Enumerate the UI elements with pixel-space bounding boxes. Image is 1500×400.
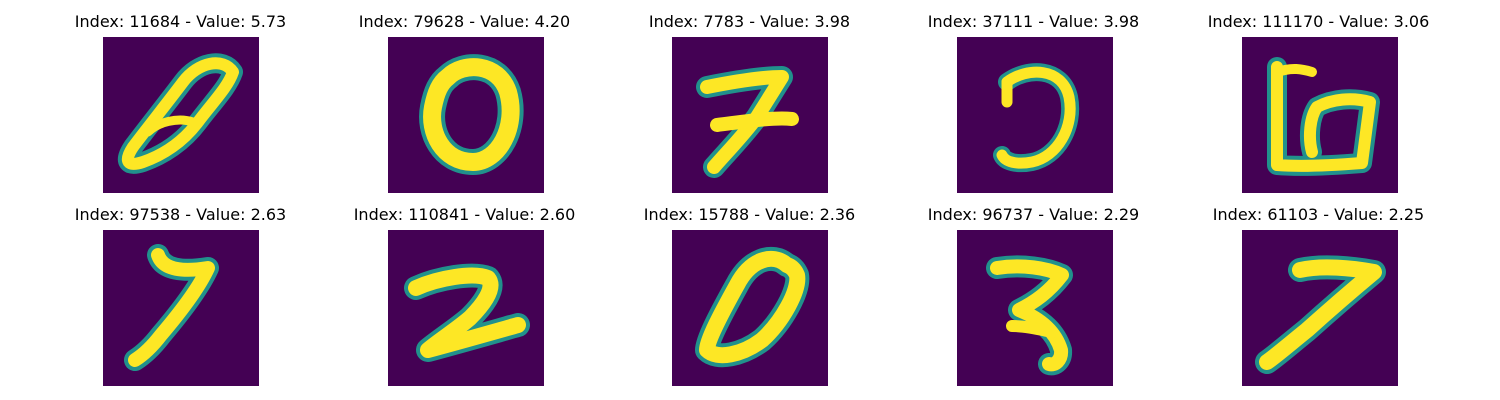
- digit-image: [103, 37, 259, 193]
- panel-title: Index: 79628 - Value: 4.20: [322, 12, 607, 31]
- panel-title: Index: 97538 - Value: 2.63: [38, 205, 323, 224]
- digit-image: [103, 230, 259, 386]
- panel-title: Index: 11684 - Value: 5.73: [38, 12, 323, 31]
- panel-6: Index: 97538 - Value: 2.63: [38, 201, 323, 391]
- panel-8: Index: 15788 - Value: 2.36: [607, 201, 892, 391]
- panel-1: Index: 11684 - Value: 5.73: [38, 8, 323, 198]
- panel-5: Index: 111170 - Value: 3.06: [1176, 8, 1461, 198]
- digit-image: [388, 37, 544, 193]
- digit-image: [388, 230, 544, 386]
- panel-title: Index: 96737 - Value: 2.29: [891, 205, 1176, 224]
- panel-4: Index: 37111 - Value: 3.98: [891, 8, 1176, 198]
- digit-image: [1242, 230, 1398, 386]
- digit-image: [1242, 37, 1398, 193]
- panel-2: Index: 79628 - Value: 4.20: [322, 8, 607, 198]
- panel-10: Index: 61103 - Value: 2.25: [1176, 201, 1461, 391]
- digit-image: [672, 230, 828, 386]
- panel-7: Index: 110841 - Value: 2.60: [322, 201, 607, 391]
- panel-title: Index: 7783 - Value: 3.98: [607, 12, 892, 31]
- panel-title: Index: 110841 - Value: 2.60: [322, 205, 607, 224]
- panel-title: Index: 37111 - Value: 3.98: [891, 12, 1176, 31]
- panel-3: Index: 7783 - Value: 3.98: [607, 8, 892, 198]
- panel-9: Index: 96737 - Value: 2.29: [891, 201, 1176, 391]
- digit-image: [672, 37, 828, 193]
- panel-title: Index: 15788 - Value: 2.36: [607, 205, 892, 224]
- panel-title: Index: 61103 - Value: 2.25: [1176, 205, 1461, 224]
- digit-image: [957, 37, 1113, 193]
- panel-title: Index: 111170 - Value: 3.06: [1176, 12, 1461, 31]
- digit-image: [957, 230, 1113, 386]
